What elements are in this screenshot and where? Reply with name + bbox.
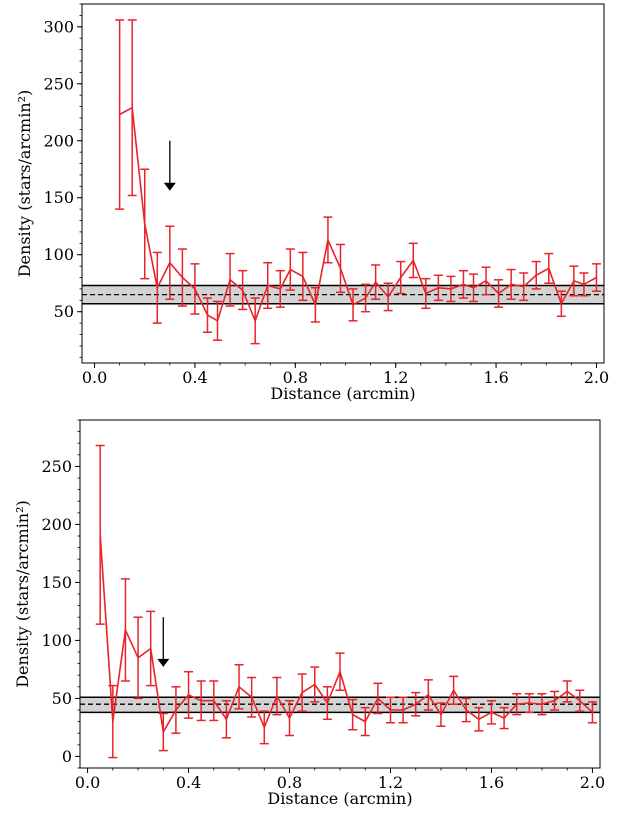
- x-tick-label: 1.6: [483, 368, 508, 387]
- x-tick-label: 0.0: [82, 368, 107, 387]
- y-axis-title: Density (stars/arcmin²): [13, 500, 32, 688]
- series-line: [119, 106, 597, 324]
- y-tick-label: 100: [41, 631, 72, 650]
- series-line: [99, 534, 593, 735]
- y-tick-label: 100: [43, 245, 74, 264]
- panel-bottom: 0.0 0.4 0.8 1.2 1.6 2.0 0 50 100 150 200 250 Distanc…: [13, 419, 605, 808]
- x-tick-label: 2.0: [580, 773, 605, 792]
- x-tick-label: 0.8: [277, 773, 302, 792]
- x-tick-label: 1.2: [383, 368, 408, 387]
- y-tick-label: 200: [41, 515, 72, 534]
- y-tick-label: 200: [43, 131, 74, 150]
- plot-area: [80, 444, 600, 759]
- x-tick-label: 1.6: [479, 773, 504, 792]
- x-tick-label: 0.8: [283, 368, 308, 387]
- y-tick-label: 250: [41, 457, 72, 476]
- y-tick-label: 50: [52, 689, 72, 708]
- y-tick-label: 150: [41, 573, 72, 592]
- x-tick-label: 0.4: [176, 773, 201, 792]
- plot-frame: [79, 419, 601, 769]
- y-tick-label: 0: [62, 747, 72, 766]
- x-tick-label: 2.0: [584, 368, 609, 387]
- x-axis-title: Distance (arcmin): [267, 789, 412, 808]
- y-tick-label: 50: [54, 302, 74, 321]
- y-axis-title: Density (stars/arcmin²): [15, 90, 34, 278]
- x-tick-label: 0.4: [182, 368, 207, 387]
- plot-frame: [81, 3, 605, 364]
- x-tick-label: 0.0: [75, 773, 100, 792]
- y-tick-label: 300: [43, 17, 74, 36]
- marker-arrow-head: [157, 658, 170, 667]
- plot-area: [82, 19, 604, 345]
- y-tick-label: 150: [43, 188, 74, 207]
- panel-top: 0.0 0.4 0.8 1.2 1.6 2.0 50 100 150 200 250 300 Dista…: [15, 3, 609, 403]
- x-tick-label: 1.2: [378, 773, 403, 792]
- marker-arrow-head: [163, 182, 176, 191]
- y-tick-label: 250: [43, 74, 74, 93]
- x-axis-title: Distance (arcmin): [270, 384, 415, 403]
